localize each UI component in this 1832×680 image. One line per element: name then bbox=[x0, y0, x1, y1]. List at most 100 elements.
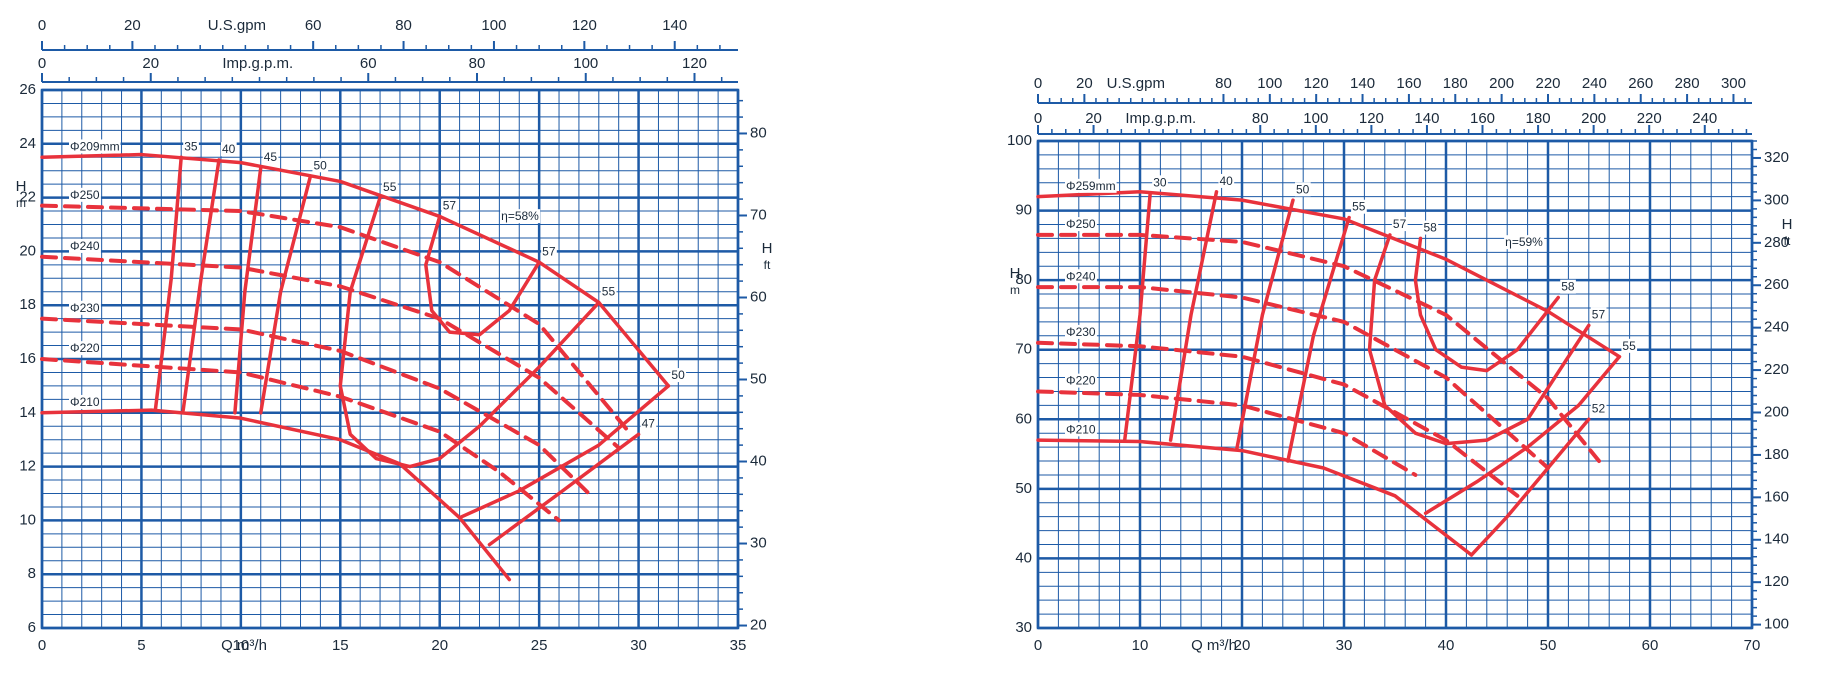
y2-tick-label: 40 bbox=[750, 452, 767, 469]
label-bg bbox=[1621, 338, 1638, 353]
impeller-label: Φ259mm bbox=[1066, 179, 1116, 193]
label-bg bbox=[1295, 182, 1311, 197]
y2-tick-label: 320 bbox=[1764, 149, 1789, 166]
label-bg bbox=[1065, 178, 1117, 193]
efficiency-label: 50 bbox=[313, 158, 327, 172]
top-axis-tick-label: 280 bbox=[1675, 75, 1700, 92]
efficiency-curve bbox=[1286, 215, 1351, 463]
impeller-label: Φ220 bbox=[1066, 374, 1096, 388]
top-axis-tick-label: 60 bbox=[360, 55, 377, 72]
top-axis-tick-label: 0 bbox=[38, 55, 46, 72]
efficiency-curve bbox=[181, 158, 221, 412]
y-tick-label: 22 bbox=[19, 189, 36, 206]
x-tick-label: 60 bbox=[1642, 637, 1659, 654]
y2-tick-label: 60 bbox=[750, 288, 767, 305]
efficiency-curve bbox=[457, 384, 671, 520]
impeller-curve bbox=[1036, 389, 1418, 477]
efficiency-label: 30 bbox=[1153, 175, 1167, 189]
top-axis-label: Imp.g.p.m. bbox=[222, 55, 293, 72]
top-axis-tick-label: 180 bbox=[1526, 110, 1551, 127]
x-tick-label: 20 bbox=[1234, 637, 1251, 654]
label-bg bbox=[69, 238, 101, 253]
efficiency-curve bbox=[153, 155, 183, 412]
top-axis-tick-label: 120 bbox=[1304, 75, 1329, 92]
x-tick-label: 20 bbox=[431, 637, 448, 654]
y-tick-label: 100 bbox=[1007, 132, 1032, 149]
y-tick-label: 6 bbox=[28, 619, 36, 636]
label-bg bbox=[640, 416, 657, 431]
x-tick-label: 35 bbox=[730, 637, 747, 654]
y2-axis-label: H bbox=[1782, 216, 1793, 233]
efficiency-label: 57 bbox=[443, 199, 457, 213]
efficiency-label: 55 bbox=[1352, 200, 1366, 214]
efficiency-label: 58 bbox=[1424, 221, 1438, 235]
y2-tick-label: 200 bbox=[1764, 403, 1789, 420]
impeller-label: Φ230 bbox=[1066, 325, 1096, 339]
x-tick-label: 25 bbox=[531, 637, 548, 654]
impeller-label: Φ240 bbox=[1066, 269, 1096, 283]
y-axis-label: H bbox=[1010, 265, 1021, 282]
label-bg bbox=[1065, 269, 1097, 284]
label-bg bbox=[69, 187, 101, 202]
label-bg bbox=[1504, 235, 1545, 250]
y-tick-label: 24 bbox=[19, 135, 36, 152]
impeller-curve bbox=[1036, 285, 1550, 470]
x-axis-label: Q m³/h bbox=[221, 637, 267, 654]
efficiency-label: 55 bbox=[1622, 339, 1636, 353]
y-tick-label: 30 bbox=[1015, 619, 1032, 636]
impeller-label: Φ250 bbox=[70, 188, 100, 202]
label-bg bbox=[1590, 401, 1607, 416]
impeller-curve bbox=[40, 152, 671, 388]
top-axis-tick-label: 100 bbox=[573, 55, 598, 72]
top-axis-tick-label: 220 bbox=[1535, 75, 1560, 92]
label-bg bbox=[69, 300, 101, 315]
efficiency-curve bbox=[487, 432, 641, 547]
top-axis-tick-label: 80 bbox=[395, 17, 412, 34]
x-tick-label: 0 bbox=[38, 637, 46, 654]
impeller-curve bbox=[40, 316, 591, 496]
y2-tick-label: 70 bbox=[750, 206, 767, 223]
y2-tick-label: 20 bbox=[750, 617, 767, 634]
efficiency-annotation: η=59% bbox=[1505, 235, 1543, 249]
efficiency-label: 57 bbox=[542, 244, 556, 258]
label-bg bbox=[69, 139, 121, 154]
efficiency-label: 55 bbox=[383, 180, 397, 194]
efficiency-label: 50 bbox=[1296, 182, 1310, 196]
top-axis-tick-label: 200 bbox=[1581, 110, 1606, 127]
y2-tick-label: 180 bbox=[1764, 446, 1789, 463]
top-axis-tick-label: 240 bbox=[1692, 110, 1717, 127]
top-axis-tick-label: 120 bbox=[682, 55, 707, 72]
top-axis-tick-label: 80 bbox=[1215, 75, 1232, 92]
label-bg bbox=[1065, 422, 1097, 437]
top-axis-tick-label: 140 bbox=[1350, 75, 1375, 92]
y2-tick-label: 50 bbox=[750, 370, 767, 387]
label-bg bbox=[69, 394, 101, 409]
y-tick-label: 70 bbox=[1015, 341, 1032, 358]
efficiency-label: 57 bbox=[1592, 308, 1606, 322]
top-axis-tick-label: 100 bbox=[481, 17, 506, 34]
y2-tick-label: 140 bbox=[1764, 531, 1789, 548]
impeller-curve bbox=[1036, 340, 1520, 498]
y2-tick-label: 120 bbox=[1764, 573, 1789, 590]
top-axis-tick-label: 80 bbox=[469, 55, 486, 72]
impeller-label: Φ210 bbox=[70, 395, 100, 409]
label-bg bbox=[1065, 324, 1097, 339]
label-bg bbox=[1351, 199, 1367, 214]
y-axis-unit: m bbox=[1010, 283, 1020, 297]
y-tick-label: 8 bbox=[28, 565, 36, 582]
top-axis-tick-label: 120 bbox=[572, 17, 597, 34]
label-bg bbox=[670, 368, 687, 383]
y2-tick-label: 160 bbox=[1764, 488, 1789, 505]
x-tick-label: 70 bbox=[1744, 637, 1761, 654]
efficiency-label: 50 bbox=[671, 368, 685, 382]
top-axis-tick-label: 100 bbox=[1257, 75, 1282, 92]
y-tick-label: 40 bbox=[1015, 549, 1032, 566]
label-bg bbox=[1590, 307, 1607, 322]
top-axis-tick-label: 20 bbox=[1085, 110, 1102, 127]
y2-tick-label: 300 bbox=[1764, 191, 1789, 208]
x-tick-label: 10 bbox=[1132, 637, 1149, 654]
label-bg bbox=[600, 284, 617, 299]
top-axis-tick-label: 180 bbox=[1443, 75, 1468, 92]
label-bg bbox=[1065, 373, 1097, 388]
